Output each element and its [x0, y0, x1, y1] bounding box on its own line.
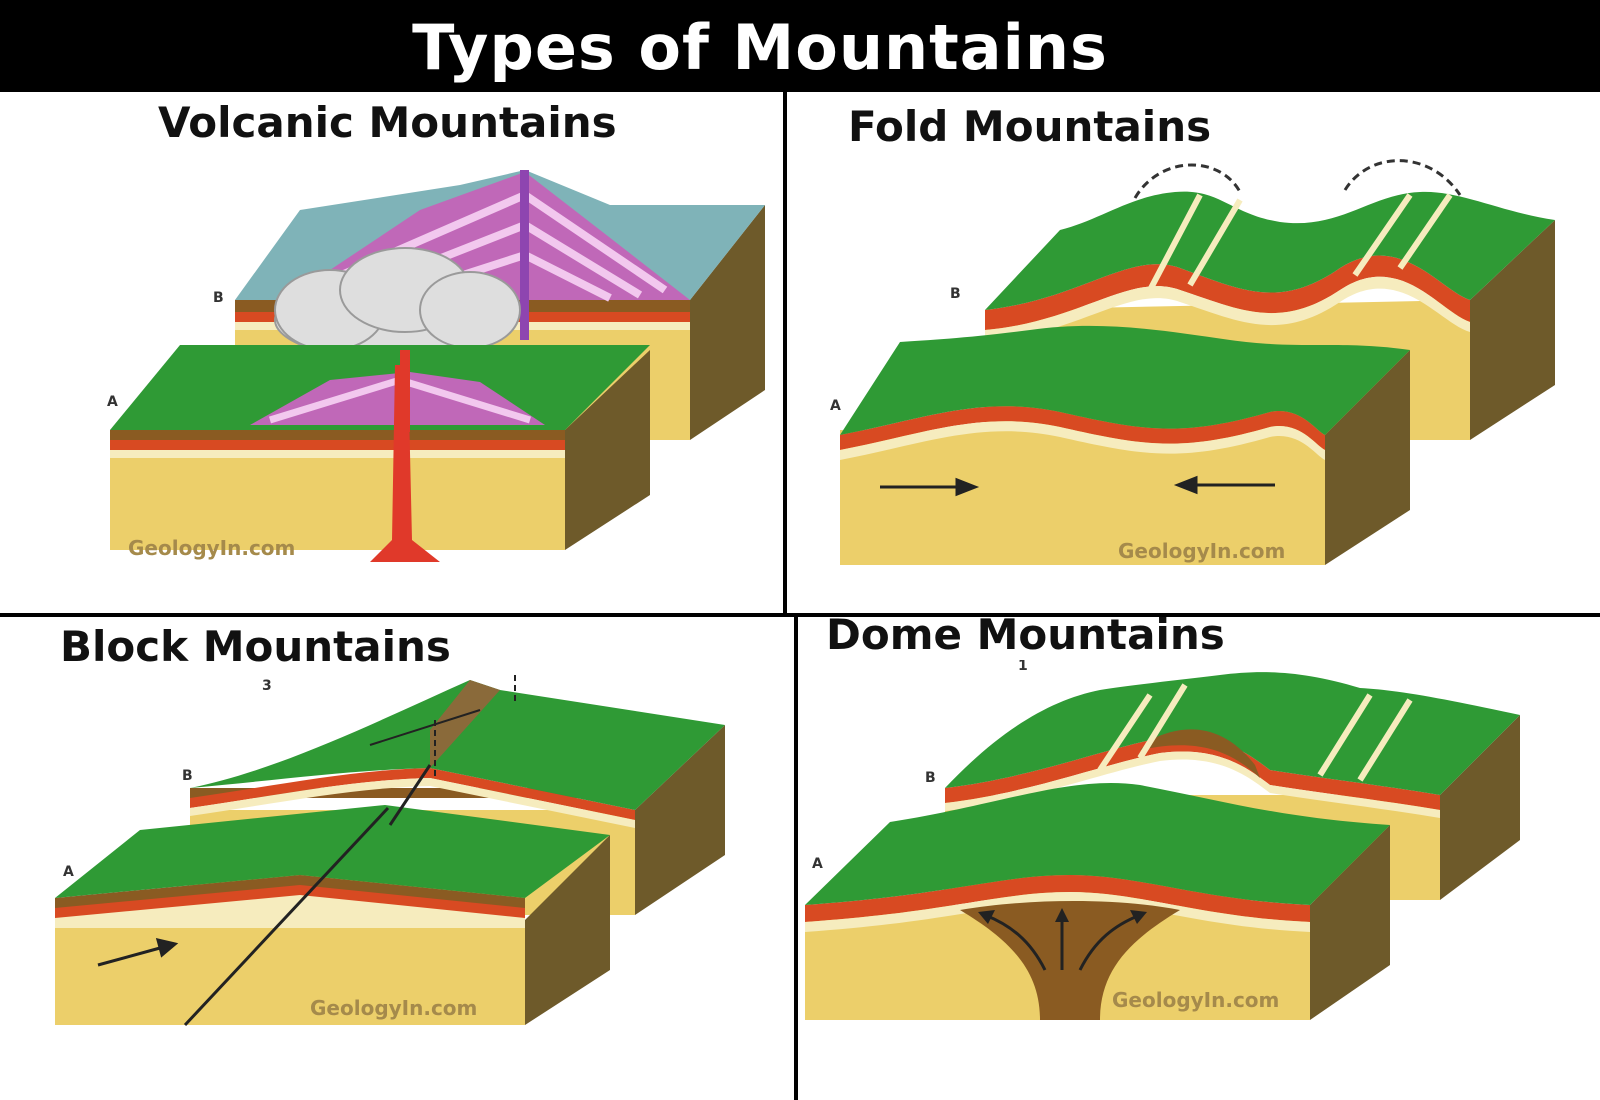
dome-block-a	[805, 783, 1390, 1020]
block-label-number: 3	[262, 678, 272, 694]
volcanic-watermark: GeologyIn.com	[128, 536, 295, 560]
page-title: Types of Mountains	[412, 11, 1108, 84]
block-label-a: A	[63, 864, 74, 880]
fold-block-a	[840, 325, 1410, 565]
volcanic-block-a	[110, 345, 650, 562]
dome-mountains-title: Dome Mountains	[826, 610, 1225, 659]
fold-mountain-diagram: B A GeologyIn.com	[830, 159, 1555, 565]
panel-divider-vertical-bottom	[794, 613, 798, 1100]
dome-label-a: A	[812, 856, 823, 872]
dome-mountain-diagram: 1 B A GeologyIn.com	[805, 660, 1520, 1020]
volcanic-mountain-diagram: B A GeologyIn.com	[107, 170, 765, 562]
dome-label-b: B	[925, 770, 936, 786]
block-block-a	[55, 764, 610, 1027]
fold-label-a: A	[830, 398, 841, 414]
panel-divider-horizontal	[0, 613, 1600, 617]
dome-watermark: GeologyIn.com	[1112, 988, 1279, 1012]
block-label-b: B	[182, 768, 193, 784]
volcanic-label-a: A	[107, 394, 118, 410]
fold-mountains-title: Fold Mountains	[848, 102, 1212, 151]
fold-watermark: GeologyIn.com	[1118, 539, 1285, 563]
volcanic-label-b: B	[213, 290, 224, 306]
dome-label-number: 1	[1018, 660, 1028, 674]
block-watermark: GeologyIn.com	[310, 996, 477, 1020]
panel-divider-vertical-top	[783, 92, 787, 617]
fold-label-b: B	[950, 286, 961, 302]
title-banner: Types of Mountains	[0, 0, 1600, 92]
block-mountain-diagram: 3 B A GeologyIn.com	[55, 675, 725, 1027]
volcanic-mountains-title: Volcanic Mountains	[158, 98, 617, 147]
block-mountains-title: Block Mountains	[60, 622, 451, 671]
